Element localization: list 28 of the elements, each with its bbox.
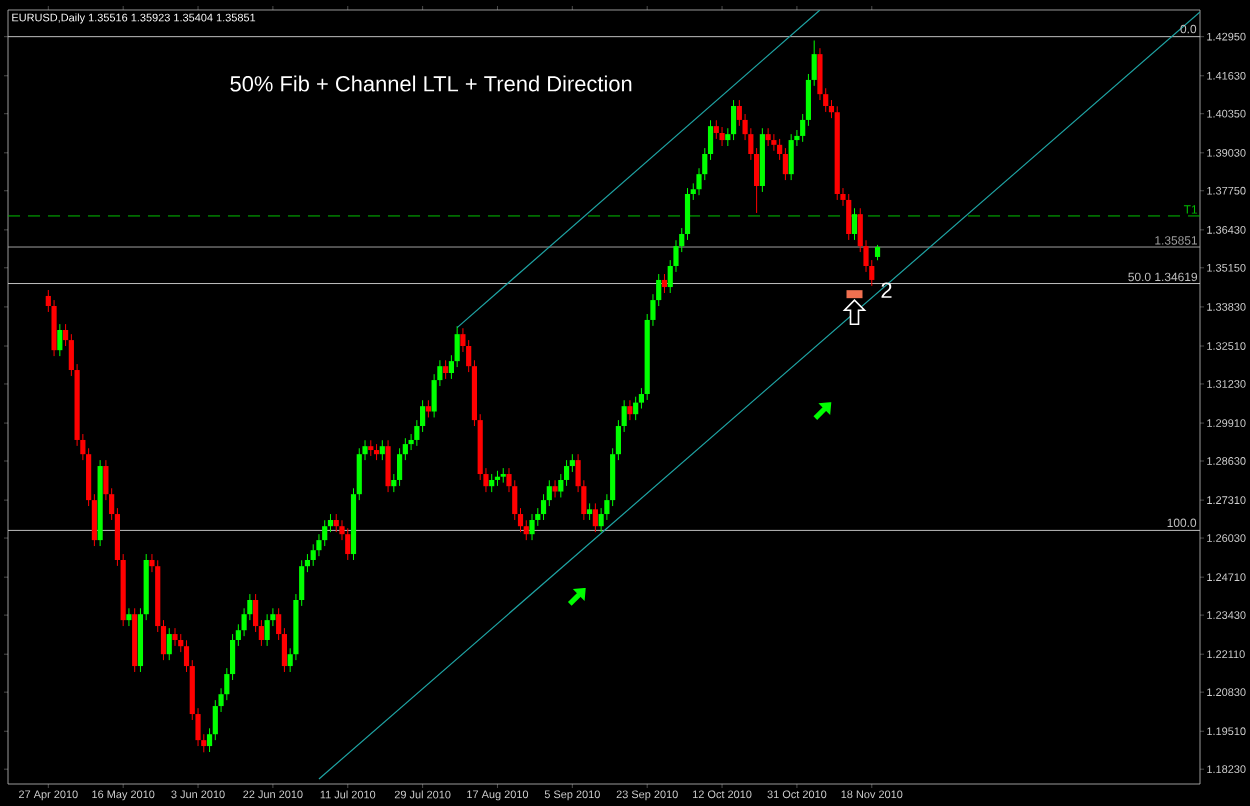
candlestick [627,399,633,421]
candlestick [489,473,495,493]
candlestick [592,502,598,533]
candlestick [788,133,794,181]
candlestick [782,147,788,181]
candlestick [771,133,777,152]
text: 50% Fib + Channel LTL + Trend Direction [230,75,632,92]
candlestick [166,627,172,661]
candlestick [264,613,270,647]
candlestick [126,607,132,627]
candlestick [529,513,535,541]
candlestick [345,527,351,561]
candlestick [730,99,737,141]
candlestick [379,439,385,461]
candlestick [851,207,858,241]
candlestick [633,396,639,421]
candlestick [552,479,558,498]
candlestick [713,119,719,140]
candlestick [172,627,178,647]
candlestick [661,273,668,294]
candlestick [765,127,771,147]
candlestick [333,513,339,533]
candlestick [385,439,391,493]
candlestick [846,193,852,241]
candlestick [443,359,449,380]
candlestick [719,126,725,147]
annotation: 2 [881,282,892,298]
candlestick [57,323,63,357]
